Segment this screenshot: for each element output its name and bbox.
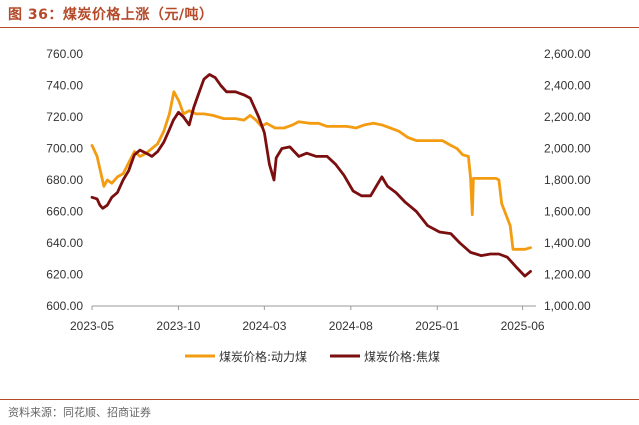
right-axis-ticks: 1,000.00 1,200.00 1,400.00 1,600.00 1,800.00… xyxy=(544,47,591,313)
left-tick-label: 700.00 xyxy=(46,142,83,156)
left-axis-ticks: 600.00 620.00 640.00 660.00 680.00 700.00 720.… xyxy=(46,47,83,313)
left-tick-label: 660.00 xyxy=(46,205,83,219)
x-tick-label: 2023-05 xyxy=(70,319,114,333)
right-tick-label: 2,000.00 xyxy=(544,142,591,156)
legend-label-thermal: 煤炭价格:动力煤 xyxy=(219,349,307,364)
title-rule xyxy=(0,27,639,28)
left-tick-label: 640.00 xyxy=(46,236,83,250)
left-tick-label: 760.00 xyxy=(46,47,83,61)
left-tick-label: 680.00 xyxy=(46,173,83,187)
x-axis-ticks: 2023-05 2023-10 2024-03 2024-08 2025-01 2025-… xyxy=(70,306,545,333)
right-tick-label: 1,600.00 xyxy=(544,205,591,219)
footer-rule xyxy=(0,399,639,400)
right-tick-label: 1,200.00 xyxy=(544,268,591,282)
x-tick-label: 2024-03 xyxy=(242,319,286,333)
left-tick-label: 720.00 xyxy=(46,110,83,124)
right-tick-label: 1,400.00 xyxy=(544,236,591,250)
legend-label-coking: 煤炭价格:焦煤 xyxy=(364,349,440,364)
series-line-thermal-coal xyxy=(90,90,532,251)
right-tick-label: 1,000.00 xyxy=(544,299,591,313)
right-tick-label: 1,800.00 xyxy=(544,173,591,187)
x-tick-label: 2023-10 xyxy=(156,319,200,333)
source-note: 资料来源：同花顺、招商证券 xyxy=(8,406,151,419)
plot-area: 600.00 620.00 640.00 660.00 680.00 700.00 720.… xyxy=(46,47,591,333)
x-tick-label: 2025-06 xyxy=(501,319,545,333)
right-tick-label: 2,200.00 xyxy=(544,110,591,124)
x-tick-label: 2025-01 xyxy=(415,319,459,333)
right-tick-label: 2,600.00 xyxy=(544,47,591,61)
right-tick-label: 2,400.00 xyxy=(544,79,591,93)
legend: 煤炭价格:动力煤 煤炭价格:焦煤 xyxy=(185,349,440,364)
figure-title: 图 36：煤炭价格上涨（元/吨） xyxy=(8,7,214,23)
x-tick-label: 2024-08 xyxy=(329,319,373,333)
left-tick-label: 600.00 xyxy=(46,299,83,313)
left-tick-label: 620.00 xyxy=(46,268,83,282)
left-tick-label: 740.00 xyxy=(46,79,83,93)
series-line-coking-coal xyxy=(90,73,532,278)
series-layer xyxy=(90,73,532,278)
